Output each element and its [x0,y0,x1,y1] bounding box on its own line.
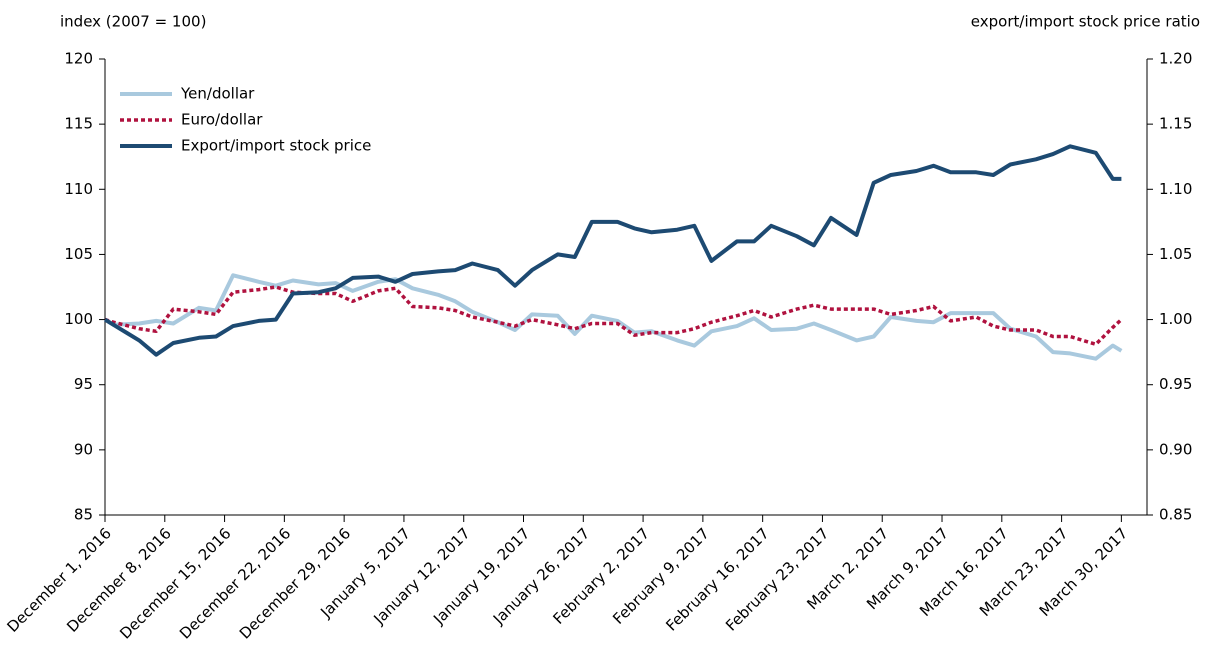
y2-axis-label: export/import stock price ratio [971,13,1200,31]
x-tick-label: December 29, 2016 [236,524,354,642]
series-line [103,273,1123,361]
y-tick-label: 105 [64,245,93,263]
y-tick-label: 115 [64,115,93,133]
y-tick-label: 120 [64,50,93,68]
series-line [103,144,1122,357]
y2-tick-label: 0.90 [1159,440,1192,458]
y2-tick-label: 0.85 [1159,506,1192,524]
x-tick-label: December 15, 2016 [116,524,234,642]
y-tick-label: 95 [74,375,93,393]
legend-label: Euro/dollar [181,111,263,129]
legend-label: Export/import stock price [181,137,371,155]
y-tick-label: 85 [74,506,93,524]
y2-tick-label: 1.10 [1159,180,1192,198]
y2-tick-label: 0.95 [1159,375,1192,393]
x-tick-label: December 1, 2016 [3,524,115,636]
y-tick-label: 100 [64,310,93,328]
y-axis-label: index (2007 = 100) [60,13,206,31]
y-tick-label: 110 [64,180,93,198]
y2-tick-label: 1.00 [1159,310,1192,328]
x-tick-label: December 8, 2016 [63,524,175,636]
series-line [104,285,1123,347]
x-tick-label: February 23, 2017 [722,524,832,634]
y2-tick-label: 1.05 [1159,245,1192,263]
x-tick-label: February 16, 2017 [662,524,772,634]
y2-tick-label: 1.15 [1159,115,1192,133]
legend-label: Yen/dollar [180,85,255,103]
x-tick-label: December 22, 2016 [176,524,294,642]
y2-tick-label: 1.20 [1159,50,1192,68]
y-tick-label: 90 [74,440,93,458]
